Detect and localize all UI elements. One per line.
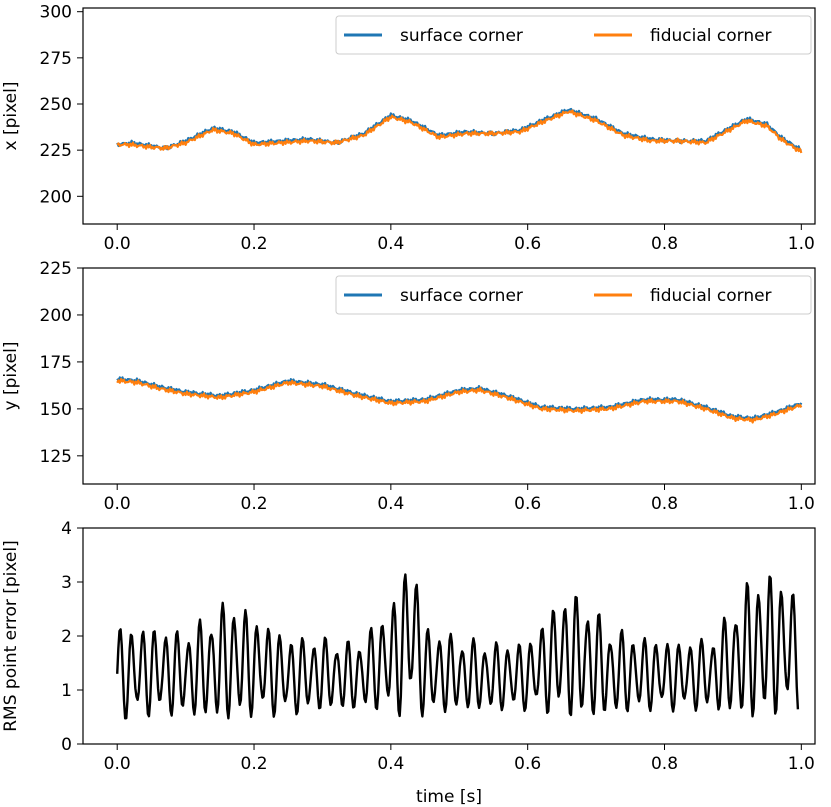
axes-frame <box>82 267 816 485</box>
series-line-fiducial-corner <box>116 109 803 154</box>
legend-box <box>335 275 812 315</box>
y-tick-label: 275 <box>40 49 72 69</box>
x-tick-label: 1.0 <box>788 494 815 514</box>
x-tick-label: 0.0 <box>104 494 131 514</box>
y-tick-label: 200 <box>40 187 72 207</box>
legend-label: surface corner <box>400 286 523 306</box>
panel-x: 0.0 0.2 0.4 0.6 0.8 1.0 200 225 250 275 300 x [pixe… <box>1 3 816 254</box>
x-axis-label: time [s] <box>416 787 482 807</box>
x-tick-label: 0.4 <box>377 494 404 514</box>
x-tick-label: 0.4 <box>377 234 404 254</box>
legend: surface corner fiducial corner <box>335 15 812 55</box>
panel-rms-error: 0.0 0.2 0.4 0.6 0.8 1.0 0 1 2 3 4 RMS point error [… <box>1 519 816 807</box>
x-tick-label: 0.6 <box>514 494 541 514</box>
y-axis-label: y [pixel] <box>1 342 21 411</box>
y-tick-label: 3 <box>61 573 72 593</box>
x-tick-label: 1.0 <box>788 754 815 774</box>
y-axis-label: RMS point error [pixel] <box>1 540 21 732</box>
x-tick-label: 0.4 <box>377 754 404 774</box>
x-tick-label: 0.2 <box>241 234 268 254</box>
y-tick-label: 4 <box>61 519 72 539</box>
series-line-surface-corner <box>116 376 803 422</box>
y-tick-label: 300 <box>40 3 72 23</box>
y-tick-label: 1 <box>61 681 72 701</box>
legend-label: fiducial corner <box>650 26 772 46</box>
x-tick-label: 0.2 <box>241 754 268 774</box>
legend: surface corner fiducial corner <box>335 275 812 315</box>
y-tick-label: 125 <box>40 447 72 467</box>
x-tick-label: 0.0 <box>104 234 131 254</box>
x-tick-label: 0.6 <box>514 234 541 254</box>
y-tick-label: 0 <box>61 735 72 755</box>
panel-y: 0.0 0.2 0.4 0.6 0.8 1.0 125 150 175 200 225 y [pixe… <box>1 259 816 514</box>
y-tick-label: 2 <box>61 627 72 647</box>
y-tick-label: 150 <box>40 400 72 420</box>
legend-label: fiducial corner <box>650 286 772 306</box>
x-tick-label: 0.8 <box>651 494 678 514</box>
x-tick-label: 0.8 <box>651 234 678 254</box>
y-tick-label: 225 <box>40 259 72 279</box>
x-tick-label: 0.8 <box>651 754 678 774</box>
series-line-fiducial-corner <box>116 377 803 424</box>
y-axis-label: x [pixel] <box>1 82 21 151</box>
legend-label: surface corner <box>400 26 523 46</box>
x-tick-label: 0.6 <box>514 754 541 774</box>
x-tick-label: 1.0 <box>788 234 815 254</box>
x-tick-label: 0.2 <box>241 494 268 514</box>
legend-box <box>335 15 812 55</box>
y-tick-label: 250 <box>40 95 72 115</box>
y-tick-label: 200 <box>40 306 72 326</box>
y-tick-label: 175 <box>40 353 72 373</box>
y-tick-label: 225 <box>40 141 72 161</box>
axes-frame <box>82 7 816 225</box>
rms-error-line <box>116 573 800 720</box>
x-tick-label: 0.0 <box>104 754 131 774</box>
